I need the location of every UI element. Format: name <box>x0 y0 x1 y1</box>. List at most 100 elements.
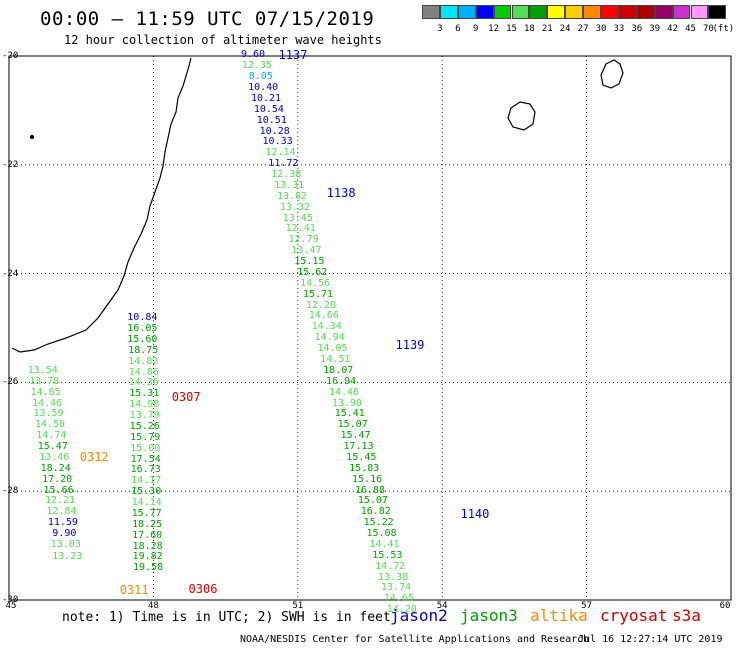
footer-credit: NOAA/NESDIS Center for Satellite Applica… <box>240 634 590 645</box>
wave-height-value: 10.33 <box>262 136 293 148</box>
wave-height-value: 10.28 <box>259 125 290 137</box>
map-subtitle: 12 hour collection of altimeter wave hei… <box>64 33 382 47</box>
wave-height-value: 12.21 <box>44 495 76 507</box>
wave-height-value: 14.17 <box>131 475 162 487</box>
wave-height-value: 13.74 <box>380 582 412 594</box>
legend-label: 45 <box>685 24 696 34</box>
reunion-island <box>507 101 536 131</box>
satellite-name-jason2: jason2 <box>390 606 448 625</box>
legend-label: 30 <box>595 24 607 34</box>
wave-height-value: 15.30 <box>131 486 162 498</box>
wave-height-value: 15.00 <box>130 442 161 454</box>
latitude-label: -22 <box>2 159 19 170</box>
wave-height-value: 12.14 <box>265 147 296 159</box>
pass-number-label: 0312 <box>79 449 109 464</box>
longitude-label: 60 <box>719 601 731 611</box>
wave-height-value: 12.41 <box>285 223 316 235</box>
wave-height-value: 14.65 <box>383 593 414 605</box>
wave-height-value: 14.36 <box>128 377 159 389</box>
wave-height-value: 10.54 <box>253 103 284 115</box>
pass-number-label: 1138 <box>326 186 356 200</box>
wave-height-value: 18.07 <box>323 364 354 376</box>
wave-height-value: 13.38 <box>378 571 409 583</box>
wave-height-value: 10.84 <box>127 312 158 324</box>
legend-label: 70 <box>702 24 714 34</box>
wave-height-value: 15.77 <box>131 507 162 519</box>
pass-number-label: 0311 <box>119 583 149 598</box>
wave-height-value: 8.05 <box>248 71 273 83</box>
legend-swatch <box>493 5 512 19</box>
footer-timestamp: Jul 16 12:27:14 UTC 2019 <box>578 634 723 645</box>
wave-height-value: 13.54 <box>27 364 58 376</box>
legend-swatch <box>583 5 601 19</box>
wave-height-value: 13.45 <box>282 212 313 224</box>
wave-height-value: 15.26 <box>129 420 160 432</box>
wave-height-value: 10.51 <box>256 114 287 126</box>
legend-label: 6 <box>455 24 461 34</box>
wave-height-value: 13.59 <box>33 408 64 420</box>
wave-height-value: 16.88 <box>354 484 386 496</box>
legend-label: 24 <box>559 24 571 34</box>
legend-swatch <box>601 5 619 19</box>
legend-swatch <box>690 5 709 19</box>
wave-height-value: 16.73 <box>130 464 161 476</box>
wave-height-value: 13.31 <box>274 179 305 191</box>
latitude-label: -30 <box>2 595 19 605</box>
wave-height-value: 13.23 <box>52 551 83 563</box>
wave-height-value: 18.75 <box>128 344 159 356</box>
longitude-label: 54 <box>436 601 448 611</box>
wave-height-value: 15.22 <box>363 517 394 529</box>
legend-label: 42 <box>667 24 679 34</box>
latitude-label: -24 <box>2 268 19 279</box>
wave-height-value: 14.98 <box>129 399 160 411</box>
legend-swatch <box>708 5 727 19</box>
wave-height-value: 15.71 <box>302 288 334 300</box>
legend-swatch <box>618 5 637 19</box>
wave-height-value: 14.34 <box>311 321 342 333</box>
wave-height-value: 10.21 <box>250 92 282 104</box>
legend-label: 33 <box>613 24 625 34</box>
wave-height-value: 13.90 <box>331 397 362 409</box>
wave-height-value: 15.07 <box>357 495 388 507</box>
legend-swatch <box>672 5 691 19</box>
wave-height-value: 15.15 <box>294 256 325 268</box>
wave-height-value: 14.46 <box>31 397 63 409</box>
mauritius-island <box>600 59 624 89</box>
wave-height-value: 16.94 <box>326 375 357 387</box>
wave-height-value: 14.66 <box>308 310 339 322</box>
legend-label: 3 <box>437 24 443 34</box>
wave-height-value: 13.79 <box>129 410 160 422</box>
footer-note: note: 1) Time is in UTC; 2) SWH is in fe… <box>62 610 391 625</box>
wave-height-value: 15.66 <box>43 484 74 496</box>
wave-height-value: 15.62 <box>297 266 328 278</box>
latitude-label: -20 <box>2 51 19 61</box>
wave-height-value: 17.20 <box>42 473 73 485</box>
longitude-label: 48 <box>147 601 159 611</box>
wave-height-value: 13.32 <box>279 201 310 213</box>
wave-height-value: 14.51 <box>320 354 351 365</box>
wave-height-value: 15.45 <box>346 451 377 463</box>
wave-height-value: 15.60 <box>127 333 158 345</box>
wave-height-value: 15.31 <box>129 388 160 400</box>
wave-height-value: 19.82 <box>132 551 163 563</box>
wave-height-value: 13.47 <box>291 245 322 257</box>
legend-swatch <box>529 5 548 19</box>
legend-swatch <box>439 5 458 19</box>
wave-height-value: 12.35 <box>241 60 272 72</box>
legend-label: 9 <box>472 24 479 34</box>
longitude-label: 57 <box>581 601 593 611</box>
wave-height-value: 16.05 <box>127 323 158 334</box>
wave-height-value: 14.50 <box>34 419 65 431</box>
wave-height-value: 15.41 <box>334 408 365 420</box>
madagascar-coastline <box>11 57 192 353</box>
pass-number-label: 1139 <box>395 338 425 353</box>
wave-height-value: 10.40 <box>248 82 279 93</box>
wave-height-value: 18.25 <box>132 518 163 530</box>
wave-height-value: 14.86 <box>128 366 159 378</box>
wave-height-value: 18.24 <box>40 462 71 474</box>
longitude-label: 51 <box>292 601 304 611</box>
wave-height-value: 14.74 <box>36 430 67 442</box>
wave-height-value: 15.16 <box>352 473 383 485</box>
wave-height-value: 12.79 <box>288 234 319 246</box>
